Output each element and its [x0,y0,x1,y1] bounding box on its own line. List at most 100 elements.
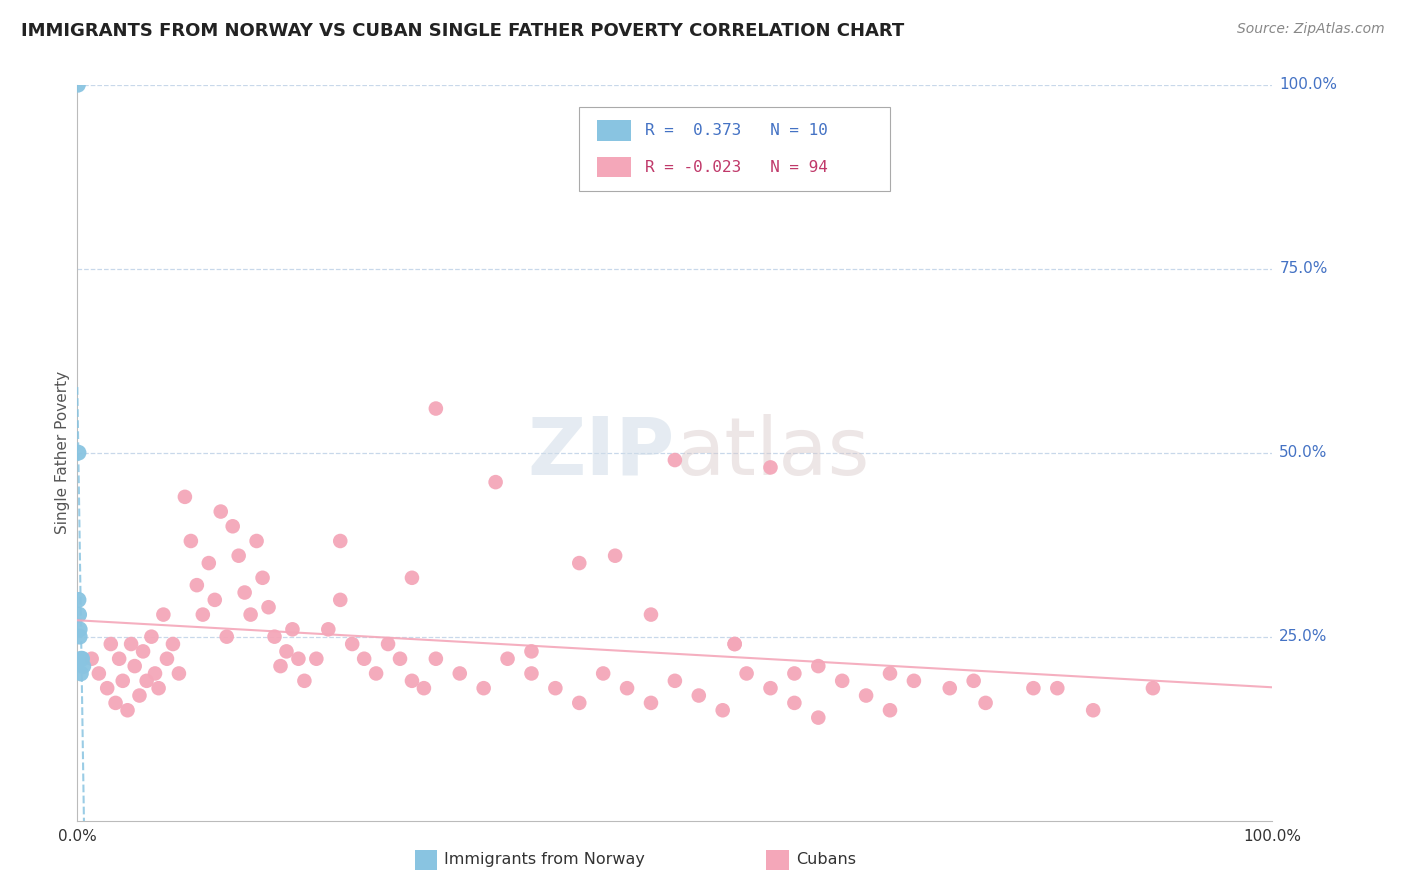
Point [329,593,352,607]
Point [292,673,315,688]
Point [783,696,806,710]
Point [520,666,543,681]
Point [124,659,146,673]
Point [204,593,226,607]
Point [209,505,232,519]
Point [377,637,399,651]
Point [69,623,91,637]
Point [70,651,93,665]
Bar [598,120,631,141]
Point [162,637,184,651]
Point [724,637,747,651]
Point [180,533,202,548]
Text: IMMIGRANTS FROM NORWAY VS CUBAN SINGLE FATHER POVERTY CORRELATION CHART: IMMIGRANTS FROM NORWAY VS CUBAN SINGLE F… [21,22,904,40]
Point [174,490,197,504]
Point [276,644,298,658]
Text: atlas: atlas [675,414,869,491]
Point [128,689,150,703]
Point [329,533,352,548]
Point [592,666,614,681]
Point [724,637,747,651]
Text: Immigrants from Norway: Immigrants from Norway [444,853,645,867]
Point [520,644,543,658]
Text: 50.0%: 50.0% [1279,445,1327,460]
Point [711,703,734,717]
Text: Cubans: Cubans [796,853,856,867]
Point [70,666,93,681]
Point [484,475,508,489]
Point [287,651,309,665]
Point [67,593,90,607]
Point [281,623,304,637]
Point [67,607,90,622]
Point [305,651,328,665]
Point [215,630,238,644]
Point [342,637,364,651]
Point [568,556,591,570]
Point [449,666,471,681]
Point [167,666,190,681]
Point [807,659,830,673]
Point [879,703,901,717]
Point [353,651,375,665]
Text: R = -0.023   N = 94: R = -0.023 N = 94 [645,160,828,175]
Point [222,519,245,533]
Text: 25.0%: 25.0% [1279,629,1327,644]
Point [80,651,103,665]
Point [252,571,274,585]
Point [879,666,901,681]
Point [239,607,262,622]
Point [401,673,423,688]
Point [143,666,166,681]
Point [496,651,519,665]
Point [366,666,388,681]
Point [120,637,142,651]
Point [135,673,157,688]
Point [69,630,91,644]
Point [616,681,638,696]
Point [66,78,89,92]
Point [735,666,758,681]
Point [104,696,127,710]
Point [70,651,93,665]
Point [963,673,986,688]
Point [233,585,256,599]
Point [263,630,285,644]
Point [246,533,269,548]
Point [664,673,686,688]
Point [388,651,412,665]
Point [1046,681,1069,696]
Point [108,651,131,665]
Point [197,556,219,570]
Bar [598,157,631,178]
Point [111,673,134,688]
Point [228,549,250,563]
Point [855,689,877,703]
Point [67,446,90,460]
FancyBboxPatch shape [579,107,890,192]
Point [425,651,447,665]
Point [156,651,179,665]
Text: ZIP: ZIP [527,414,675,491]
Point [605,549,627,563]
Point [152,607,174,622]
Point [1022,681,1045,696]
Point [117,703,139,717]
Point [1083,703,1105,717]
Point [401,571,423,585]
Text: 100.0%: 100.0% [1279,78,1337,92]
Text: Source: ZipAtlas.com: Source: ZipAtlas.com [1237,22,1385,37]
Text: R =  0.373   N = 10: R = 0.373 N = 10 [645,123,828,138]
Point [186,578,208,592]
Point [413,681,436,696]
Point [640,696,662,710]
Y-axis label: Single Father Poverty: Single Father Poverty [55,371,70,534]
Point [640,607,662,622]
Point [96,681,118,696]
Point [132,644,155,658]
Point [425,401,447,416]
Point [568,696,591,710]
Point [318,623,340,637]
Point [688,689,710,703]
Point [148,681,170,696]
